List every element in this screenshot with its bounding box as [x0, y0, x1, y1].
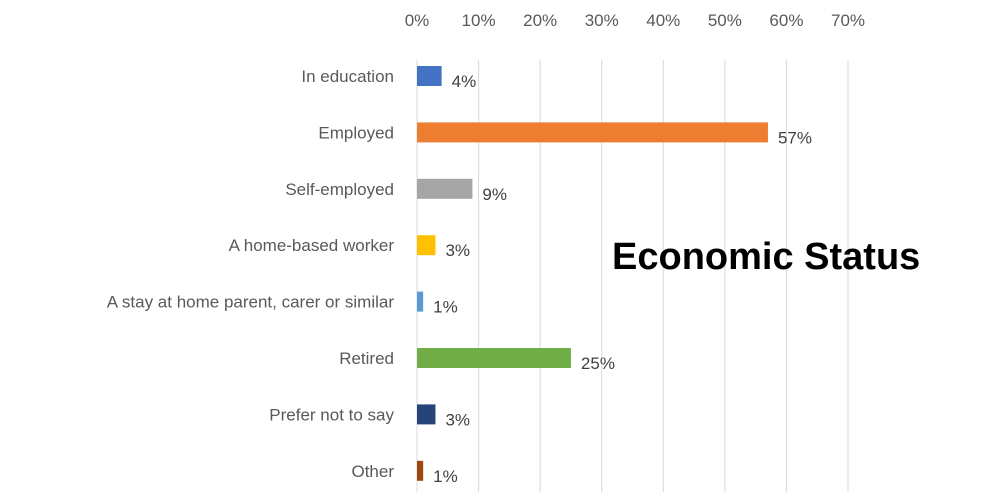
x-tick-label: 50%: [708, 11, 742, 30]
chart-title: Economic Status: [612, 236, 921, 278]
data-label: 4%: [452, 72, 477, 91]
data-label: 3%: [445, 410, 470, 429]
data-labels: 4% 57% 9% 3% 1% 25% 3% 1%: [433, 72, 812, 486]
x-tick-label: 10%: [462, 11, 496, 30]
category-label: Prefer not to say: [269, 405, 394, 424]
category-label: Self-employed: [285, 180, 394, 199]
data-label: 3%: [445, 241, 470, 260]
category-label: Retired: [339, 349, 394, 368]
bar: [417, 66, 442, 86]
data-label: 1%: [433, 467, 458, 486]
bar: [417, 404, 436, 425]
bar: [417, 291, 424, 312]
x-tick-label: 0%: [405, 11, 430, 30]
data-label: 57%: [778, 128, 812, 147]
bar: [417, 235, 436, 256]
x-axis-ticks: 0% 10% 20% 30% 40% 50% 60% 70%: [405, 11, 865, 30]
category-label: A stay at home parent, carer or similar: [107, 293, 395, 312]
data-label: 1%: [433, 298, 458, 317]
category-label: In education: [301, 67, 394, 86]
bar: [417, 178, 473, 199]
x-tick-label: 60%: [769, 11, 803, 30]
bar: [417, 460, 424, 481]
x-tick-label: 70%: [831, 11, 865, 30]
category-labels: In education Employed Self-employed A home-…: [107, 67, 395, 481]
category-label: Employed: [318, 123, 394, 142]
category-label: A home-based worker: [229, 236, 395, 255]
x-tick-label: 30%: [585, 11, 619, 30]
x-tick-label: 20%: [523, 11, 557, 30]
x-tick-label: 40%: [646, 11, 680, 30]
bar: [417, 348, 571, 368]
bars: [417, 66, 768, 481]
data-label: 25%: [581, 354, 615, 373]
category-label: Other: [351, 462, 394, 481]
data-label: 9%: [482, 185, 507, 204]
bar: [417, 122, 768, 143]
